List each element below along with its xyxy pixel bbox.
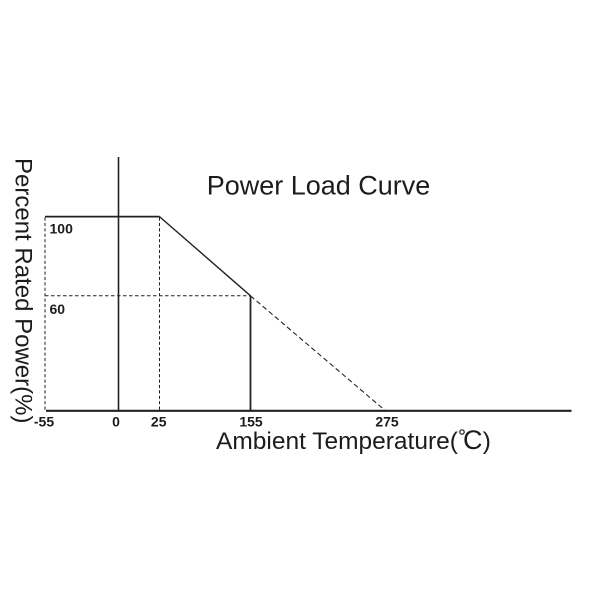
svg-text:C: C [463,425,483,455]
svg-text:25: 25 [151,414,167,430]
svg-text:): ) [483,428,491,455]
svg-text:155: 155 [239,414,263,430]
svg-text:100: 100 [50,220,74,236]
svg-text:60: 60 [50,301,66,317]
svg-text:Power Load Curve: Power Load Curve [207,171,431,201]
svg-text:Percent Rated Power(%): Percent Rated Power(%) [10,158,37,423]
svg-text:275: 275 [375,414,399,430]
svg-text:Ambient Temperature(: Ambient Temperature( [216,428,459,455]
svg-text:-55: -55 [34,414,54,430]
svg-text:0: 0 [112,414,120,430]
